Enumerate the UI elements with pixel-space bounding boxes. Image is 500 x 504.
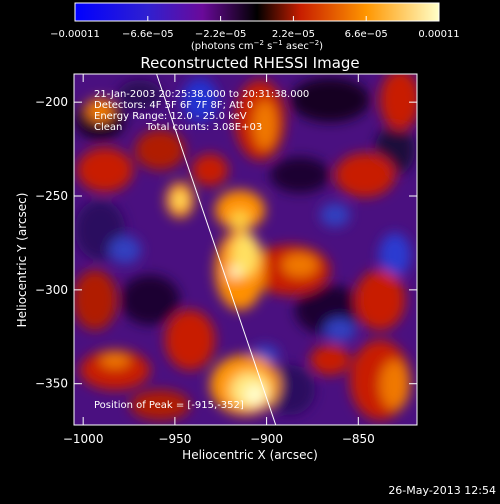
annotation-method: Clean [94, 122, 122, 133]
colorbar-unit-label: (photons cm−2 s−1 asec−2) [191, 39, 323, 52]
y-tick-label: −250 [35, 189, 68, 203]
solar-limb-line [156, 74, 277, 425]
y-tick-label: −350 [35, 377, 68, 391]
colorbar-ticks: −0.00011 −6.6e−05 −2.2e−05 2.2e−05 6.6e−05 0.… [50, 16, 460, 40]
x-axis-ticks: −1000 −950 −900 −850 [63, 74, 375, 446]
x-tick-label: −1000 [63, 432, 104, 446]
annotation-detectors: Detectors: 4F 5F 6F 7F 8F; Att 0 [94, 100, 253, 111]
colorbar-tick-label: 0.00011 [418, 29, 459, 40]
heatmap-image [74, 74, 417, 425]
annotation-time: 21-Jan-2003 20:25:38.000 to 20:31:38.000 [94, 89, 309, 100]
colorbar-tick-label: 6.6e−05 [345, 29, 388, 40]
colorbar-tick-label: −6.6e−05 [122, 29, 174, 40]
x-axis-label: Heliocentric X (arcsec) [182, 448, 318, 462]
y-tick-label: −200 [35, 95, 68, 109]
footer-timestamp: 26-May-2013 12:54 [388, 484, 496, 497]
plot-frame [73, 73, 418, 426]
chart-title: Reconstructed RHESSI Image [140, 54, 359, 72]
y-axis-label: Heliocentric Y (arcsec) [15, 193, 29, 328]
x-tick-label: −950 [158, 432, 191, 446]
annotation-block: 21-Jan-2003 20:25:38.000 to 20:31:38.000… [94, 89, 309, 411]
colorbar-tick-label: −0.00011 [50, 29, 100, 40]
annotation-peak: Position of Peak = [-915,-352] [94, 400, 244, 411]
y-tick-label: −300 [35, 283, 68, 297]
annotation-energy: Energy Range: 12.0 - 25.0 keV [94, 111, 247, 122]
colorbar [74, 2, 440, 22]
annotation-counts: Total counts: 3.08E+03 [145, 122, 262, 133]
x-tick-label: −900 [250, 432, 283, 446]
x-tick-label: −850 [342, 432, 375, 446]
colorbar-tick-label: 2.2e−05 [272, 29, 315, 40]
colorbar-tick-label: −2.2e−05 [195, 29, 247, 40]
y-axis-ticks: −200 −250 −300 −350 [35, 95, 417, 391]
